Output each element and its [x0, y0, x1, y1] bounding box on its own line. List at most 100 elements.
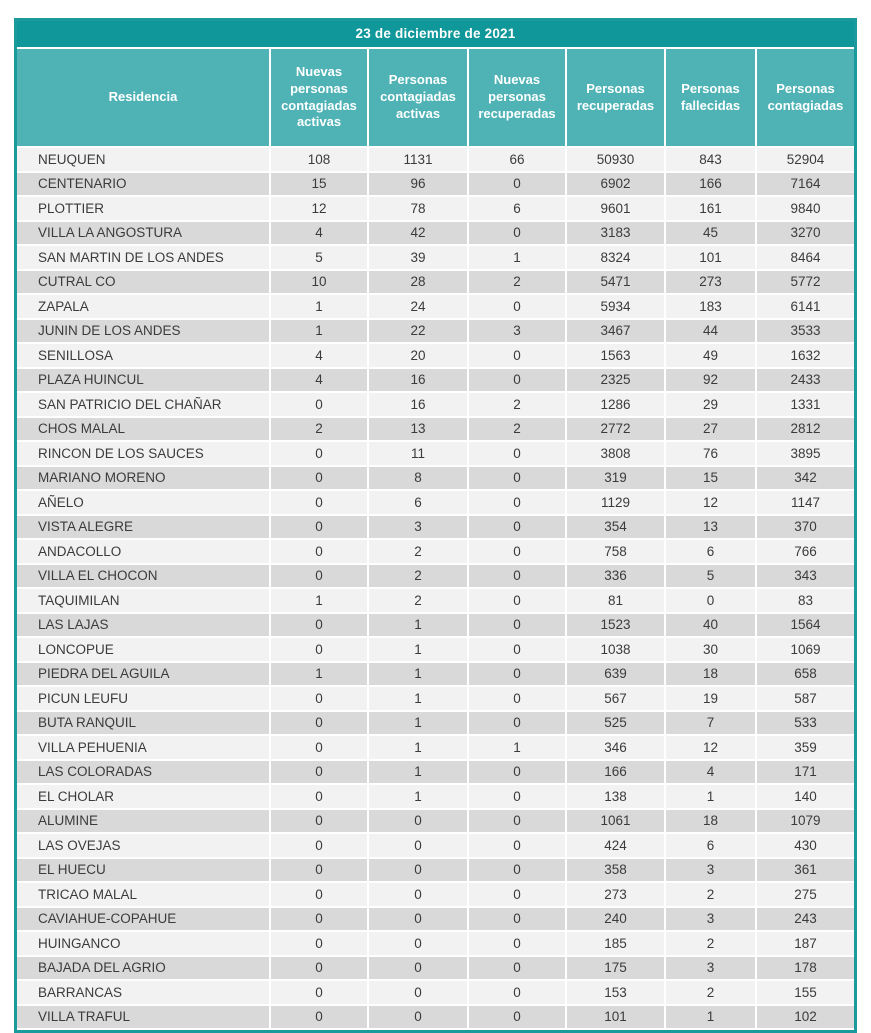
value-cell: 273 — [565, 881, 666, 908]
table-row: CUTRAL CO 10 28 2 5471 273 5772 — [17, 268, 854, 295]
value-cell: 0 — [467, 832, 567, 859]
value-cell: 0 — [467, 219, 567, 246]
value-cell: 78 — [367, 195, 469, 222]
table-row: TRICAO MALAL 0 0 0 273 2 275 — [17, 881, 854, 908]
residencia-cell: CAVIAHUE-COPAHUE — [17, 905, 271, 932]
value-cell: 16 — [367, 391, 469, 418]
value-cell: 4 — [269, 219, 369, 246]
value-cell: 0 — [269, 881, 369, 908]
value-cell: 567 — [565, 685, 666, 712]
value-cell: 0 — [467, 636, 567, 663]
value-cell: 185 — [565, 930, 666, 957]
value-cell: 0 — [467, 905, 567, 932]
value-cell: 2433 — [755, 366, 854, 393]
table-row: LAS OVEJAS 0 0 0 424 6 430 — [17, 832, 854, 859]
value-cell: 0 — [269, 636, 369, 663]
value-cell: 6 — [467, 195, 567, 222]
value-cell: 0 — [269, 513, 369, 540]
value-cell: 0 — [269, 611, 369, 638]
table-row: ALUMINE 0 0 0 1061 18 1079 — [17, 807, 854, 834]
value-cell: 1 — [467, 734, 567, 761]
value-cell: 0 — [467, 464, 567, 491]
table-row: LONCOPUE 0 1 0 1038 30 1069 — [17, 636, 854, 663]
value-cell: 50930 — [565, 146, 666, 173]
value-cell: 2 — [467, 268, 567, 295]
value-cell: 0 — [269, 709, 369, 736]
value-cell: 83 — [755, 587, 854, 614]
table-row: PICUN LEUFU 0 1 0 567 19 587 — [17, 685, 854, 712]
table-row: EL HUECU 0 0 0 358 3 361 — [17, 856, 854, 883]
residencia-cell: ALUMINE — [17, 807, 271, 834]
residencia-cell: EL HUECU — [17, 856, 271, 883]
value-cell: 76 — [664, 440, 757, 467]
value-cell: 18 — [664, 660, 757, 687]
data-table: Residencia Nuevas personas contagiadas a… — [17, 49, 854, 1030]
value-cell: 1 — [367, 660, 469, 687]
value-cell: 273 — [664, 268, 757, 295]
value-cell: 0 — [269, 685, 369, 712]
value-cell: 336 — [565, 562, 666, 589]
value-cell: 4 — [269, 366, 369, 393]
table-row: BUTA RANQUIL 0 1 0 525 7 533 — [17, 709, 854, 736]
value-cell: 96 — [367, 170, 469, 197]
value-cell: 29 — [664, 391, 757, 418]
column-header-nuevas-recuperadas: Nuevas personas recuperadas — [467, 49, 567, 148]
value-cell: 2 — [269, 415, 369, 442]
value-cell: 18 — [664, 807, 757, 834]
value-cell: 1564 — [755, 611, 854, 638]
residencia-cell: VILLA TRAFUL — [17, 1003, 271, 1030]
value-cell: 766 — [755, 538, 854, 565]
value-cell: 3270 — [755, 219, 854, 246]
value-cell: 0 — [367, 930, 469, 957]
table-row: EL CHOLAR 0 1 0 138 1 140 — [17, 783, 854, 810]
value-cell: 0 — [269, 905, 369, 932]
table-row: MARIANO MORENO 0 8 0 319 15 342 — [17, 464, 854, 491]
value-cell: 639 — [565, 660, 666, 687]
value-cell: 1147 — [755, 489, 854, 516]
value-cell: 12 — [664, 489, 757, 516]
value-cell: 166 — [565, 758, 666, 785]
value-cell: 66 — [467, 146, 567, 173]
value-cell: 1 — [367, 709, 469, 736]
residencia-cell: SENILLOSA — [17, 342, 271, 369]
value-cell: 2 — [467, 391, 567, 418]
value-cell: 0 — [269, 440, 369, 467]
residencia-cell: ANDACOLLO — [17, 538, 271, 565]
table-row: NEUQUEN 108 1131 66 50930 843 52904 — [17, 146, 854, 173]
table-row: BARRANCAS 0 0 0 153 2 155 — [17, 979, 854, 1006]
value-cell: 3 — [367, 513, 469, 540]
table-row: CENTENARIO 15 96 0 6902 166 7164 — [17, 170, 854, 197]
value-cell: 0 — [269, 734, 369, 761]
value-cell: 30 — [664, 636, 757, 663]
value-cell: 8464 — [755, 244, 854, 271]
table-row: BAJADA DEL AGRIO 0 0 0 175 3 178 — [17, 954, 854, 981]
value-cell: 0 — [367, 1003, 469, 1030]
value-cell: 2 — [367, 562, 469, 589]
value-cell: 178 — [755, 954, 854, 981]
value-cell: 175 — [565, 954, 666, 981]
value-cell: 2 — [664, 881, 757, 908]
value-cell: 342 — [755, 464, 854, 491]
table-row: CHOS MALAL 2 13 2 2772 27 2812 — [17, 415, 854, 442]
column-header-fallecidas: Personas fallecidas — [664, 49, 757, 148]
value-cell: 0 — [467, 513, 567, 540]
table-body: NEUQUEN 108 1131 66 50930 843 52904 CENTENARIO 1… — [17, 146, 854, 1030]
column-header-recuperadas: Personas recuperadas — [565, 49, 666, 148]
value-cell: 39 — [367, 244, 469, 271]
residencia-cell: LAS COLORADAS — [17, 758, 271, 785]
value-cell: 52904 — [755, 146, 854, 173]
value-cell: 243 — [755, 905, 854, 932]
residencia-cell: SAN MARTIN DE LOS ANDES — [17, 244, 271, 271]
value-cell: 319 — [565, 464, 666, 491]
table-row: ZAPALA 1 24 0 5934 183 6141 — [17, 293, 854, 320]
residencia-cell: VILLA LA ANGOSTURA — [17, 219, 271, 246]
value-cell: 0 — [467, 366, 567, 393]
value-cell: 0 — [367, 881, 469, 908]
value-cell: 1 — [269, 317, 369, 344]
value-cell: 0 — [367, 832, 469, 859]
value-cell: 6141 — [755, 293, 854, 320]
table-row: ANDACOLLO 0 2 0 758 6 766 — [17, 538, 854, 565]
value-cell: 1069 — [755, 636, 854, 663]
value-cell: 0 — [467, 342, 567, 369]
value-cell: 1331 — [755, 391, 854, 418]
